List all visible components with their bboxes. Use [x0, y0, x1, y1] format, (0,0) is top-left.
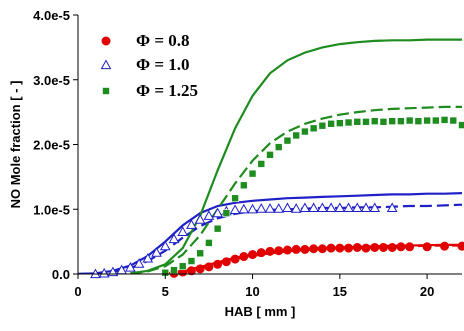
data-point-series-1 [423, 243, 431, 251]
data-point-series-1 [310, 245, 318, 253]
data-point-series-1 [249, 251, 257, 259]
data-point-series-1 [371, 243, 379, 251]
data-point-series-1 [283, 246, 291, 254]
legend-label-series-1: Φ = 0.8 [136, 31, 190, 50]
legend: Φ = 0.8 Φ = 1.0 Φ = 1.25 [102, 31, 199, 100]
data-point-series-2 [266, 204, 275, 212]
data-point-series-3 [424, 117, 431, 124]
legend-marker-series-2 [102, 61, 111, 69]
legend-marker-series-1 [102, 37, 110, 45]
data-point-series-1 [345, 244, 353, 252]
data-point-series-2 [283, 203, 292, 211]
y-tick-label: 1.0e-5 [33, 202, 70, 217]
data-point-series-3 [310, 125, 317, 132]
data-point-series-3 [197, 250, 204, 257]
y-tick-label: 2.0e-5 [33, 138, 70, 153]
data-point-series-1 [275, 247, 283, 255]
data-point-series-3 [301, 128, 308, 135]
data-point-series-3 [275, 144, 282, 151]
data-point-series-1 [257, 249, 265, 257]
data-point-series-1 [458, 242, 464, 250]
data-point-series-1 [318, 245, 326, 253]
data-point-series-1 [397, 243, 405, 251]
data-point-series-1 [292, 245, 300, 253]
data-point-series-3 [389, 118, 396, 125]
data-point-series-1 [327, 244, 335, 252]
data-point-series-3 [267, 151, 274, 158]
data-point-series-3 [328, 120, 335, 127]
x-tick-label: 0 [74, 284, 81, 299]
data-point-series-1 [214, 260, 222, 268]
data-point-series-1 [205, 263, 213, 271]
data-point-series-1 [388, 243, 396, 251]
data-point-series-3 [336, 120, 343, 127]
data-point-series-3 [415, 118, 422, 125]
data-point-series-1 [362, 244, 370, 252]
y-axis-title: NO Mole fraction [ - ] [8, 81, 23, 209]
legend-marker-series-3 [103, 88, 110, 95]
data-point-series-3 [293, 132, 300, 139]
data-point-series-1 [240, 253, 248, 261]
legend-label-series-2: Φ = 1.0 [136, 55, 190, 74]
data-point-series-3 [397, 118, 404, 125]
data-point-series-1 [222, 258, 230, 266]
data-point-series-1 [353, 243, 361, 251]
data-point-series-3 [432, 117, 439, 124]
x-tick-label: 20 [420, 284, 434, 299]
data-point-series-3 [319, 122, 326, 129]
x-tick-label: 10 [245, 284, 259, 299]
data-points-layer [91, 116, 464, 277]
data-point-series-3 [284, 137, 291, 144]
data-point-series-3 [188, 258, 195, 265]
data-point-series-2 [257, 204, 266, 212]
data-point-series-3 [258, 160, 265, 167]
data-point-series-2 [274, 204, 283, 212]
data-point-series-3 [441, 116, 448, 123]
data-point-series-3 [354, 118, 361, 125]
legend-label-series-3: Φ = 1.25 [136, 81, 198, 100]
data-point-series-3 [450, 117, 457, 124]
data-point-series-1 [266, 247, 274, 255]
x-tick-label: 15 [333, 284, 347, 299]
data-point-series-1 [406, 243, 414, 251]
data-point-series-1 [231, 255, 239, 263]
data-point-series-2 [239, 205, 248, 213]
data-point-series-3 [171, 267, 178, 274]
data-point-series-3 [223, 210, 230, 217]
data-point-series-3 [363, 118, 370, 125]
data-point-series-1 [301, 245, 309, 253]
data-point-series-1 [441, 242, 449, 250]
data-point-series-2 [204, 211, 213, 219]
y-tick-label: 0.0 [52, 267, 70, 282]
data-point-series-3 [345, 119, 352, 126]
x-tick-label: 5 [162, 284, 169, 299]
data-point-series-3 [214, 225, 221, 232]
y-tick-label: 4.0e-5 [33, 8, 70, 23]
data-point-series-3 [380, 118, 387, 125]
data-point-series-3 [179, 263, 186, 270]
data-point-series-1 [379, 243, 387, 251]
y-tick-label: 3.0e-5 [33, 73, 70, 88]
data-point-series-3 [459, 122, 464, 129]
data-point-series-3 [371, 118, 378, 125]
data-point-series-2 [231, 205, 240, 213]
axes-layer: 0 5 10 15 20 0.0 1.0e-5 2.0e-5 3.0e-5 4.0e-5 HAB [… [8, 8, 462, 319]
data-point-series-3 [205, 239, 212, 246]
data-point-series-1 [196, 265, 204, 273]
data-point-series-2 [248, 205, 257, 213]
data-point-series-3 [232, 195, 239, 202]
data-point-series-1 [336, 244, 344, 252]
data-point-series-3 [406, 117, 413, 124]
x-axis-title: HAB [ mm ] [225, 304, 296, 319]
data-point-series-3 [240, 182, 247, 189]
data-point-series-3 [249, 170, 256, 177]
